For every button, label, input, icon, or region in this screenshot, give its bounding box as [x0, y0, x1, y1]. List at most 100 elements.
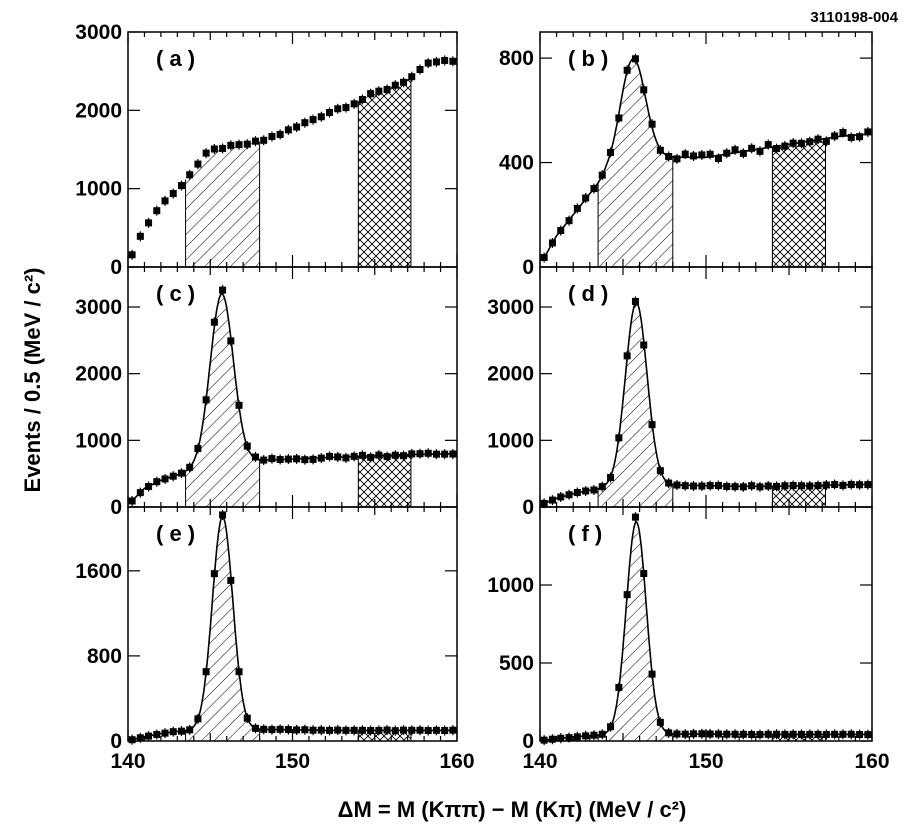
data-point [301, 119, 309, 127]
data-point [773, 730, 781, 738]
data-point [690, 730, 698, 738]
data-point [681, 150, 689, 158]
data-point [623, 591, 631, 599]
signal-region [185, 517, 260, 741]
data-point [400, 726, 408, 734]
data-point [673, 730, 681, 738]
data-point [326, 726, 334, 734]
x-tick-label: 150 [275, 750, 310, 773]
data-point [665, 729, 673, 737]
data-point [186, 463, 194, 471]
y-tick-label: 400 [499, 152, 534, 175]
y-tick-label: 1000 [487, 429, 534, 452]
data-point [219, 511, 227, 519]
data-point [656, 467, 664, 475]
data-point [284, 726, 292, 734]
data-point [136, 232, 144, 240]
y-tick-label: 2000 [75, 99, 122, 122]
data-point [565, 734, 573, 742]
data-point [235, 668, 243, 676]
data-point [383, 453, 391, 461]
data-point [194, 160, 202, 168]
data-point [251, 724, 259, 732]
data-point [416, 65, 424, 73]
data-point [342, 104, 350, 112]
data-point [367, 90, 375, 98]
data-point [806, 730, 814, 738]
data-point [847, 730, 855, 738]
data-point [268, 726, 276, 734]
data-point [400, 452, 408, 460]
data-point [202, 149, 210, 157]
y-tick-label: 2000 [75, 363, 122, 386]
data-point [656, 146, 664, 154]
data-point [342, 454, 350, 462]
data-point [210, 570, 218, 578]
data-point [334, 453, 342, 461]
data-point [301, 726, 309, 734]
data-point [350, 452, 358, 460]
data-point [773, 145, 781, 153]
data-point [416, 450, 424, 458]
data-point [565, 217, 573, 225]
data-point [756, 147, 764, 155]
data-point [806, 482, 814, 490]
data-point [723, 149, 731, 157]
data-point [424, 449, 432, 457]
data-point [350, 100, 358, 108]
data-point [153, 207, 161, 215]
x-tick-label: 160 [854, 750, 889, 773]
data-point [822, 137, 830, 145]
data-point [690, 152, 698, 160]
data-point [145, 219, 153, 227]
data-point [781, 730, 789, 738]
data-point [548, 496, 556, 504]
data-point [607, 473, 615, 481]
data-point [723, 482, 731, 490]
signal-region [598, 521, 673, 741]
panel-label: ( f ) [568, 521, 602, 546]
data-point [789, 730, 797, 738]
data-point [839, 129, 847, 137]
data-point [814, 730, 822, 738]
signal-region [185, 293, 260, 507]
y-tick-label: 1000 [487, 574, 534, 597]
panel-b: 0 400 800 ( b ) [499, 31, 873, 279]
data-point [831, 481, 839, 489]
data-point [309, 455, 317, 463]
data-point [367, 453, 375, 461]
data-point [260, 136, 268, 144]
signal-region [598, 58, 673, 268]
data-point [227, 576, 235, 584]
data-point [690, 482, 698, 490]
y-tick-label: 1000 [75, 178, 122, 201]
data-point [441, 56, 449, 64]
data-point [748, 144, 756, 152]
data-point [590, 185, 598, 193]
data-point [773, 482, 781, 490]
data-point [789, 481, 797, 489]
data-point [441, 450, 449, 458]
data-point [358, 726, 366, 734]
data-point [128, 497, 136, 505]
data-point [739, 730, 747, 738]
panel-label: ( a ) [156, 46, 195, 71]
fit-curve [132, 515, 457, 741]
data-point [334, 105, 342, 113]
data-point [227, 337, 235, 345]
x-axis-title: ΔM = M (Kππ) − M (Kπ) (MeV / c²) [338, 797, 687, 822]
data-point [540, 736, 548, 744]
data-point [856, 731, 864, 739]
panel-d: 0 1000 2000 3000 ( d ) [487, 266, 873, 519]
data-point [847, 133, 855, 141]
data-point [400, 78, 408, 86]
data-point [408, 450, 416, 458]
data-point [145, 483, 153, 491]
data-point [806, 138, 814, 146]
data-point [449, 726, 457, 734]
data-point [748, 731, 756, 739]
data-point [235, 141, 243, 149]
panel-label: ( c ) [156, 281, 195, 306]
data-point [210, 145, 218, 153]
